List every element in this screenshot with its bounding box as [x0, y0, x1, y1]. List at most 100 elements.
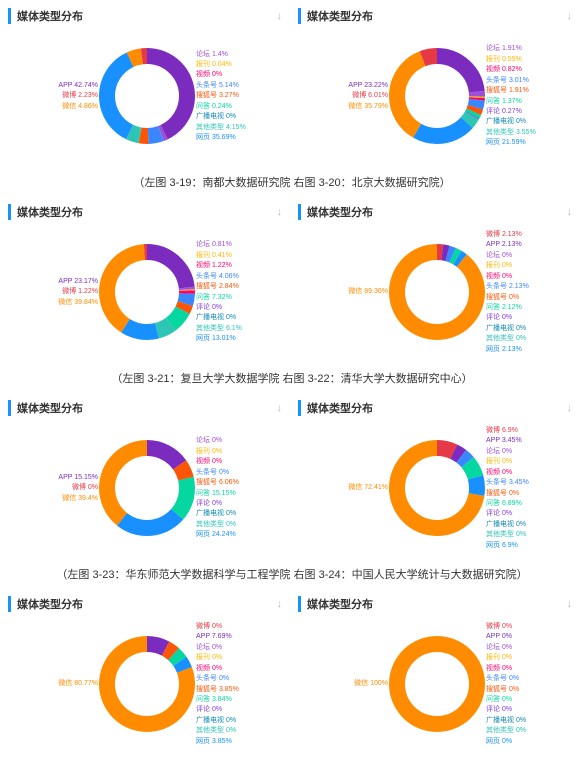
- labels-right: 论坛 0%报刊 0%视频 0%头条号 0%搜狐号 6.06%问答 15.15%评…: [196, 418, 286, 558]
- caption: （左图 3-21：复旦大学大数据学院 右图 3-22：清华大学大数据研究中心）: [8, 370, 576, 386]
- chart-label: 其他类型 0%: [486, 726, 526, 735]
- labels-right: 微博 0%APP 0%论坛 0%报刊 0%视频 0%头条号 0%搜狐号 0%问答…: [486, 614, 576, 754]
- chart-label: 搜狐号 6.06%: [196, 478, 239, 487]
- panel-title: 媒体类型分布: [8, 596, 286, 612]
- caption: （左图 3-19：南都大数据研究院 右图 3-20：北京大数据研究院）: [8, 174, 576, 190]
- chart-label: APP 15.15%: [58, 473, 98, 482]
- download-icon[interactable]: ↓: [277, 598, 283, 610]
- chart-wrap: APP 23.22%微博 6.01%微信 35.79% 论坛 1.91%报刊 0…: [298, 26, 576, 166]
- chart-wrap: APP 15.15%微博 0%微信 39.4% 论坛 0%报刊 0%视频 0%头…: [8, 418, 286, 558]
- chart-label: 广播电视 0%: [196, 716, 236, 725]
- chart-label: 问答 7.32%: [196, 293, 232, 302]
- chart-label: 搜狐号 3.27%: [196, 91, 239, 100]
- chart-label: APP 0%: [486, 632, 512, 641]
- labels-left: APP 23.22%微博 6.01%微信 35.79%: [298, 26, 388, 166]
- chart-label: 论坛 0%: [486, 251, 512, 260]
- chart-label: 其他类型 0%: [486, 530, 526, 539]
- chart-label: APP 23.17%: [58, 277, 98, 286]
- chart-label: 问答 15.15%: [196, 489, 236, 498]
- chart-label: 论坛 0%: [196, 436, 222, 445]
- download-icon[interactable]: ↓: [567, 206, 573, 218]
- chart-label: 微信 39.4%: [62, 494, 98, 503]
- chart-label: 广播电视 0%: [486, 117, 526, 126]
- chart-panel: 媒体类型分布 ↓ 微信 80.77% 微博 0%APP 7.69%论坛 0%报刊…: [8, 596, 286, 754]
- chart-label: 头条号 3.45%: [486, 478, 529, 487]
- chart-label: 视频 0%: [486, 468, 512, 477]
- chart-label: 网页 3.85%: [196, 737, 232, 746]
- chart-label: 搜狐号 0%: [486, 293, 519, 302]
- chart-label: 其他类型 4.15%: [196, 123, 246, 132]
- download-icon[interactable]: ↓: [567, 402, 573, 414]
- chart-label: 问答 0%: [486, 695, 512, 704]
- chart-label: 报刊 0%: [486, 653, 512, 662]
- chart-label: 头条号 0%: [196, 674, 229, 683]
- donut-chart: [99, 636, 195, 732]
- donut-chart: [99, 48, 195, 144]
- chart-row: 媒体类型分布 ↓ 微信 80.77% 微博 0%APP 7.69%论坛 0%报刊…: [8, 596, 576, 754]
- donut-chart: [99, 440, 195, 536]
- labels-right: 微博 6.9%APP 3.45%论坛 0%报刊 0%视频 0%头条号 3.45%…: [486, 418, 576, 558]
- chart-panel: 媒体类型分布 ↓ APP 23.17%微博 1.22%微信 39.84% 论坛 …: [8, 204, 286, 362]
- donut-chart: [389, 48, 485, 144]
- download-icon[interactable]: ↓: [277, 206, 283, 218]
- download-icon[interactable]: ↓: [567, 598, 573, 610]
- chart-label: 报刊 0%: [196, 447, 222, 456]
- chart-label: 广播电视 0%: [196, 313, 236, 322]
- caption: （左图 3-23：华东师范大学数据科学与工程学院 右图 3-24：中国人民大学统…: [8, 566, 576, 582]
- chart-label: 头条号 3.01%: [486, 76, 529, 85]
- labels-right: 微博 0%APP 7.69%论坛 0%报刊 0%视频 0%头条号 0%搜狐号 3…: [196, 614, 286, 754]
- chart-label: 问答 1.37%: [486, 97, 522, 106]
- chart-label: APP 3.45%: [486, 436, 522, 445]
- charts-grid: 媒体类型分布 ↓ APP 42.74%微博 2.23%微信 4.86% 论坛 1…: [8, 8, 576, 754]
- chart-label: 头条号 2.13%: [486, 282, 529, 291]
- chart-label: 网页 21.59%: [486, 138, 526, 147]
- chart-label: 评论 0%: [486, 313, 512, 322]
- chart-label: 广播电视 0%: [196, 112, 236, 121]
- chart-label: 搜狐号 0%: [486, 685, 519, 694]
- chart-label: 视频 1.22%: [196, 261, 232, 270]
- chart-label: 网页 24.24%: [196, 530, 236, 539]
- chart-label: 报刊 0.41%: [196, 251, 232, 260]
- chart-label: 微信 35.79%: [348, 102, 388, 111]
- chart-panel: 媒体类型分布 ↓ 微信 100% 微博 0%APP 0%论坛 0%报刊 0%视频…: [298, 596, 576, 754]
- chart-label: 其他类型 3.55%: [486, 128, 536, 137]
- chart-label: 评论 0%: [196, 303, 222, 312]
- chart-label: 微信 4.86%: [62, 102, 98, 111]
- chart-label: 视频 0.82%: [486, 65, 522, 74]
- chart-panel: 媒体类型分布 ↓ APP 15.15%微博 0%微信 39.4% 论坛 0%报刊…: [8, 400, 286, 558]
- chart-label: 评论 0.27%: [486, 107, 522, 116]
- chart-label: 论坛 0%: [486, 643, 512, 652]
- chart-row: 媒体类型分布 ↓ APP 23.17%微博 1.22%微信 39.84% 论坛 …: [8, 204, 576, 362]
- panel-title: 媒体类型分布: [8, 204, 286, 220]
- chart-label: 广播电视 0%: [486, 716, 526, 725]
- chart-label: 报刊 0%: [486, 261, 512, 270]
- donut-chart: [389, 244, 485, 340]
- chart-label: 搜狐号 2.84%: [196, 282, 239, 291]
- download-icon[interactable]: ↓: [277, 402, 283, 414]
- panel-title: 媒体类型分布: [298, 8, 576, 24]
- chart-label: 报刊 0%: [486, 457, 512, 466]
- labels-left: APP 23.17%微博 1.22%微信 39.84%: [8, 222, 98, 362]
- chart-label: 网页 35.69%: [196, 133, 236, 142]
- chart-wrap: 微信 89.36% 微博 2.13%APP 2.13%论坛 0%报刊 0%视频 …: [298, 222, 576, 362]
- download-icon[interactable]: ↓: [277, 10, 283, 22]
- chart-panel: 媒体类型分布 ↓ APP 23.22%微博 6.01%微信 35.79% 论坛 …: [298, 8, 576, 166]
- chart-label: 视频 0%: [486, 664, 512, 673]
- chart-label: 微信 80.77%: [58, 679, 98, 688]
- donut-chart: [389, 440, 485, 536]
- chart-wrap: 微信 72.41% 微博 6.9%APP 3.45%论坛 0%报刊 0%视频 0…: [298, 418, 576, 558]
- chart-label: 视频 0%: [486, 272, 512, 281]
- chart-label: 广播电视 0%: [486, 324, 526, 333]
- download-icon[interactable]: ↓: [567, 10, 573, 22]
- chart-panel: 媒体类型分布 ↓ APP 42.74%微博 2.23%微信 4.86% 论坛 1…: [8, 8, 286, 166]
- chart-label: 问答 3.84%: [196, 695, 232, 704]
- panel-title: 媒体类型分布: [8, 8, 286, 24]
- chart-label: 头条号 0%: [486, 674, 519, 683]
- chart-label: APP 7.69%: [196, 632, 232, 641]
- labels-left: 微信 89.36%: [298, 222, 388, 362]
- chart-label: APP 2.13%: [486, 240, 522, 249]
- labels-left: 微信 100%: [298, 614, 388, 754]
- chart-panel: 媒体类型分布 ↓ 微信 89.36% 微博 2.13%APP 2.13%论坛 0…: [298, 204, 576, 362]
- chart-label: 论坛 0.81%: [196, 240, 232, 249]
- chart-label: 网页 0%: [486, 737, 512, 746]
